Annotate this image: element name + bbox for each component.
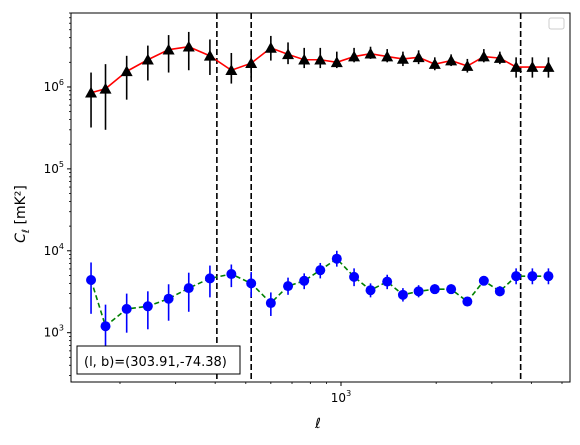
series-0-point xyxy=(203,49,216,61)
axes-frame xyxy=(70,12,571,383)
series-0-point xyxy=(162,43,175,55)
vertical-dashed-lines xyxy=(216,13,522,382)
annotation-text: (l, b)=(303.91,-74.38) xyxy=(84,355,227,370)
series-1-point xyxy=(246,278,257,289)
series-0-point xyxy=(330,56,343,68)
series-1-point xyxy=(365,285,376,296)
series-1-point xyxy=(527,271,538,282)
series-1-point xyxy=(382,276,393,287)
series-0-point xyxy=(85,86,98,98)
series-1-point xyxy=(204,273,215,284)
series-0-point xyxy=(120,65,133,77)
series-0-point xyxy=(493,52,506,63)
series-0-point xyxy=(477,50,490,62)
series-1-point xyxy=(265,298,276,309)
series-1-point xyxy=(494,286,505,297)
series-0-point xyxy=(282,48,295,60)
series-1-point xyxy=(349,271,360,282)
series-0-point xyxy=(526,61,539,72)
series-0-point xyxy=(182,40,195,52)
series-0-point xyxy=(461,60,474,71)
series-1-point xyxy=(413,286,424,297)
legend-box xyxy=(548,17,565,30)
series-1-point xyxy=(100,321,111,332)
error-bars xyxy=(90,31,550,354)
series-0-point xyxy=(428,58,441,69)
y-tick-label: 104 xyxy=(44,242,64,258)
series-1-point xyxy=(142,301,153,312)
series-1-point xyxy=(283,281,294,292)
data-markers xyxy=(85,40,555,332)
series-1-point xyxy=(397,289,408,300)
y-tick-label: 105 xyxy=(44,160,64,176)
annotation-frame xyxy=(76,345,241,375)
series-1-line xyxy=(90,257,549,328)
series-0-point xyxy=(445,54,458,66)
series-1-point xyxy=(183,283,194,294)
y-axis-label: Cℓ [mK²] xyxy=(13,185,32,243)
series-1-point xyxy=(478,275,489,286)
series-1-point xyxy=(86,274,97,285)
series-0-point xyxy=(314,53,327,65)
series-0-point xyxy=(412,51,425,63)
series-1-point xyxy=(226,269,237,280)
series-1-point xyxy=(299,275,310,286)
series-0-point xyxy=(245,57,258,69)
series-1-point xyxy=(121,303,132,314)
series-1-point xyxy=(429,284,440,295)
series-1-point xyxy=(543,271,554,282)
series-0-point xyxy=(381,50,394,62)
series-0-point xyxy=(225,64,238,76)
series-1-point xyxy=(331,253,342,264)
series-lines xyxy=(90,45,549,328)
series-0-point xyxy=(364,47,377,59)
series-1-point xyxy=(462,296,473,307)
series-1-point xyxy=(446,284,457,295)
series-1-point xyxy=(163,293,174,304)
annotation-box: (l, b)=(303.91,-74.38) xyxy=(76,345,241,375)
y-tick-label: 106 xyxy=(44,78,64,94)
y-tick-label: 103 xyxy=(44,324,64,340)
series-0-point xyxy=(264,41,277,53)
series-0-point xyxy=(510,61,523,72)
x-axis-label: ℓ xyxy=(314,416,321,432)
series-0-point xyxy=(298,53,311,65)
x-tick-label: 103 xyxy=(331,389,351,405)
series-0-point xyxy=(141,53,154,65)
series-0-point xyxy=(542,61,555,72)
series-1-point xyxy=(511,271,522,282)
series-0-point xyxy=(348,50,361,62)
series-1-point xyxy=(315,265,326,276)
series-0-point xyxy=(99,82,112,94)
series-0-point xyxy=(396,52,409,64)
